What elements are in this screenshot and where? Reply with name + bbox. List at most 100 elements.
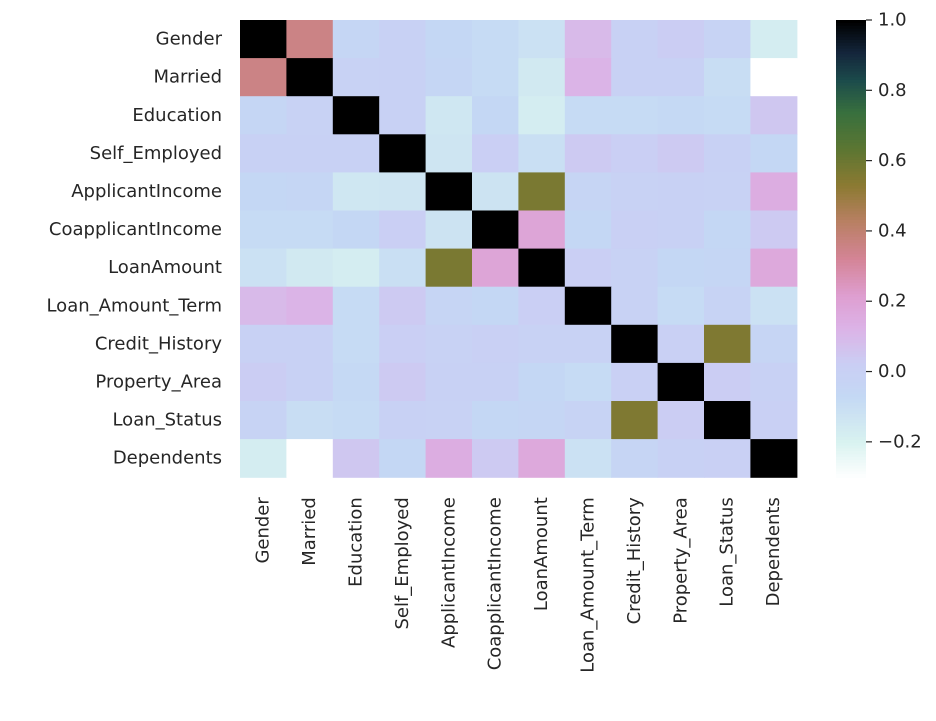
- colorbar-strip: [836, 317, 866, 321]
- colorbar-strip: [836, 357, 866, 361]
- heatmap-cell-Self_Employed-Property_Area: [657, 134, 705, 173]
- colorbar-strip: [836, 191, 866, 196]
- column-label: ApplicantIncome: [438, 497, 459, 648]
- colorbar-strip: [836, 28, 866, 33]
- colorbar-strip: [836, 474, 866, 478]
- colorbar-strip: [836, 105, 866, 110]
- colorbar-strip: [836, 182, 866, 187]
- colorbar-strip: [836, 465, 866, 470]
- colorbar-strip: [836, 65, 866, 70]
- heatmap-cell-Credit_History-Property_Area: [657, 324, 705, 364]
- colorbar-strip: [836, 245, 866, 250]
- heatmap-cell-Education-Education: [332, 96, 380, 135]
- colorbar-strip: [836, 265, 866, 270]
- heatmap-cell-Property_Area-Education: [332, 362, 380, 402]
- row-label: Gender: [156, 29, 223, 50]
- heatmap-cell-Married-Education: [332, 58, 380, 97]
- heatmap-cell-ApplicantIncome-LoanAmount: [518, 172, 566, 212]
- heatmap-cell-Gender-Loan_Status: [704, 20, 751, 59]
- heatmap-cell-Dependents-Gender: [240, 439, 287, 478]
- colorbar-strip: [836, 385, 866, 390]
- colorbar-strip: [836, 391, 866, 395]
- heatmap-cell-LoanAmount-Property_Area: [657, 248, 705, 288]
- colorbar-strip: [836, 165, 866, 170]
- heatmap-cell-Loan_Status-LoanAmount: [518, 401, 566, 440]
- heatmap-cell-Loan_Status-Self_Employed: [379, 401, 427, 440]
- colorbar-strip: [836, 319, 866, 324]
- row-label: Loan_Amount_Term: [46, 295, 222, 316]
- colorbar-strip: [836, 311, 866, 315]
- row-label: Loan_Status: [112, 410, 222, 431]
- heatmap-cell-Education-Gender: [240, 96, 287, 135]
- colorbar-strip: [836, 459, 866, 464]
- heatmap-cell-Loan_Status-Married: [286, 401, 334, 440]
- colorbar-strip: [836, 354, 866, 358]
- colorbar-strip: [836, 228, 866, 233]
- colorbar-strip: [836, 411, 866, 415]
- colorbar-strip: [836, 251, 866, 256]
- heatmap-cell-LoanAmount-CoapplicantIncome: [472, 248, 519, 288]
- heatmap-cell-Dependents-Loan_Status: [704, 439, 751, 478]
- heatmap-cell-Loan_Amount_Term-Property_Area: [657, 286, 705, 326]
- heatmap-cell-Loan_Status-Credit_History: [611, 401, 659, 440]
- colorbar-strip: [836, 159, 866, 164]
- colorbar-strip: [836, 128, 866, 133]
- colorbar-strip: [836, 462, 866, 467]
- colorbar-strip: [836, 302, 866, 307]
- heatmap-cell-Married-Credit_History: [611, 58, 659, 97]
- heatmap-cell-Loan_Amount_Term-Dependents: [750, 286, 798, 326]
- colorbar-strip: [836, 339, 866, 344]
- colorbar-strip: [836, 37, 866, 41]
- colorbar-strip: [836, 111, 866, 116]
- heatmap-cell-Gender-Self_Employed: [379, 20, 427, 59]
- colorbar-strip: [836, 468, 866, 473]
- colorbar-strip: [836, 239, 866, 244]
- column-label: Self_Employed: [392, 497, 413, 629]
- heatmap-cell-Dependents-LoanAmount: [518, 439, 566, 478]
- heatmap-cell-ApplicantIncome-Credit_History: [611, 172, 659, 212]
- colorbar-strip: [836, 457, 866, 461]
- colorbar-strip: [836, 77, 866, 81]
- colorbar-strip: [836, 197, 866, 201]
- colorbar-strip: [836, 51, 866, 56]
- colorbar-strip: [836, 88, 866, 93]
- colorbar-strip: [836, 268, 866, 273]
- colorbar-strip: [836, 397, 866, 401]
- colorbar-strip: [836, 345, 866, 350]
- heatmap-cell-Self_Employed-ApplicantIncome: [425, 134, 473, 173]
- heatmap-cell-ApplicantIncome-ApplicantIncome: [425, 172, 473, 212]
- heatmap-cell-Loan_Amount_Term-Credit_History: [611, 286, 659, 326]
- colorbar-strip: [836, 25, 866, 30]
- colorbar-strip: [836, 74, 866, 78]
- colorbar-strip: [836, 151, 866, 156]
- colorbar-strip: [836, 214, 866, 218]
- heatmap-cell-Married-Dependents: [750, 58, 798, 97]
- colorbar-strip: [836, 162, 866, 167]
- colorbar-strip: [836, 259, 866, 264]
- colorbar-strip: [836, 257, 866, 261]
- colorbar-strip: [836, 148, 866, 153]
- heatmap-cell-Credit_History-Self_Employed: [379, 324, 427, 364]
- colorbar-strip: [836, 168, 866, 173]
- colorbar-tick-label: 0.0: [878, 361, 907, 382]
- colorbar-strip: [836, 382, 866, 387]
- row-label: Self_Employed: [90, 143, 222, 164]
- colorbar-strip: [836, 322, 866, 327]
- heatmap-cell-Education-ApplicantIncome: [425, 96, 473, 135]
- heatmap-cell-Credit_History-Gender: [240, 324, 287, 364]
- heatmap-cell-Loan_Amount_Term-Married: [286, 286, 334, 326]
- heatmap-cell-Loan_Amount_Term-Loan_Status: [704, 286, 751, 326]
- row-label: LoanAmount: [108, 257, 222, 278]
- heatmap-cell-ApplicantIncome-Dependents: [750, 172, 798, 212]
- colorbar-strip: [836, 231, 866, 236]
- colorbar-strip: [836, 434, 866, 438]
- heatmap-cell-Self_Employed-Loan_Status: [704, 134, 751, 173]
- colorbar-tick-label: 0.4: [878, 220, 907, 241]
- heatmap-cell-Self_Employed-LoanAmount: [518, 134, 566, 173]
- heatmap-cell-LoanAmount-Education: [332, 248, 380, 288]
- heatmap-cell-Property_Area-Dependents: [750, 362, 798, 402]
- heatmap-cell-LoanAmount-Gender: [240, 248, 287, 288]
- column-label: Credit_History: [624, 497, 645, 625]
- column-label: Loan_Status: [717, 497, 738, 607]
